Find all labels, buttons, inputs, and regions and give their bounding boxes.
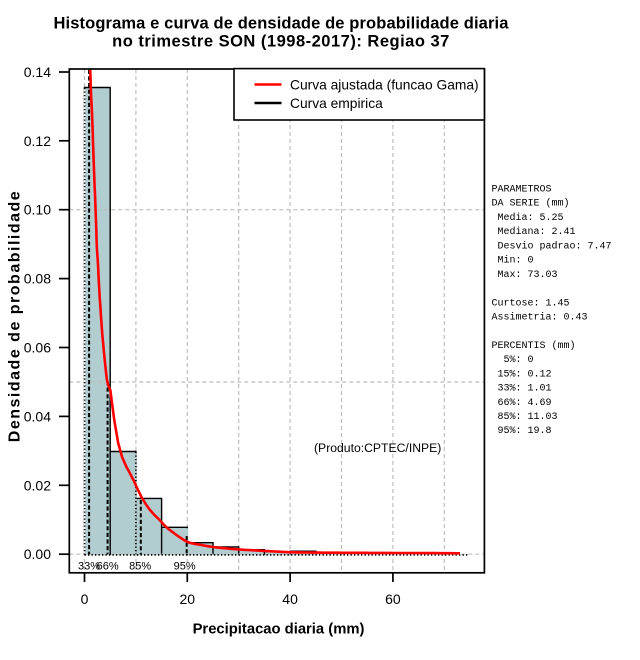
- svg-text:Precipitacao diaria (mm): Precipitacao diaria (mm): [193, 621, 365, 637]
- svg-text:33%: 33%: [78, 561, 100, 573]
- svg-text:0.04: 0.04: [24, 408, 51, 424]
- svg-text:Curtose: 1.45: Curtose: 1.45: [492, 298, 570, 309]
- svg-text:85%: 85%: [129, 561, 151, 573]
- svg-text:Assimetria: 0.43: Assimetria: 0.43: [492, 312, 588, 324]
- svg-text:Mediana: 2.41: Mediana: 2.41: [498, 226, 576, 238]
- svg-text:0.12: 0.12: [24, 133, 51, 149]
- svg-text:0: 0: [81, 591, 89, 607]
- svg-text:0.06: 0.06: [24, 340, 51, 356]
- svg-text:Min: 0: Min: 0: [498, 255, 534, 267]
- svg-text:60: 60: [385, 591, 401, 607]
- svg-text:Curva empirica: Curva empirica: [290, 96, 383, 111]
- svg-text:(Produto:CPTEC/INPE): (Produto:CPTEC/INPE): [314, 441, 441, 455]
- svg-text:0.10: 0.10: [24, 202, 51, 218]
- svg-text:15%: 0.12: 15%: 0.12: [498, 369, 552, 380]
- svg-text:0.08: 0.08: [24, 271, 51, 287]
- svg-text:Desvio padrao: 7.47: Desvio padrao: 7.47: [498, 240, 612, 252]
- svg-text:Histograma e curva de densidad: Histograma e curva de densidade de proba…: [54, 14, 510, 32]
- svg-text:Media: 5.25: Media: 5.25: [498, 212, 564, 224]
- svg-text:40: 40: [282, 591, 298, 607]
- svg-text:5%: 0: 5%: 0: [504, 355, 534, 366]
- svg-text:0.00: 0.00: [24, 546, 51, 562]
- svg-text:0.02: 0.02: [24, 477, 51, 493]
- svg-text:95%: 19.8: 95%: 19.8: [498, 426, 552, 437]
- svg-text:Max: 73.03: Max: 73.03: [498, 270, 558, 281]
- svg-text:PERCENTIS (mm): PERCENTIS (mm): [492, 340, 576, 352]
- svg-text:DA SERIE (mm): DA SERIE (mm): [492, 198, 570, 210]
- svg-text:95%: 95%: [174, 561, 196, 573]
- svg-text:20: 20: [180, 591, 196, 607]
- svg-text:33%: 1.01: 33%: 1.01: [498, 384, 552, 395]
- svg-text:no trimestre SON (1998-2017):: no trimestre SON (1998-2017): Regiao 37: [112, 32, 450, 50]
- svg-text:PARAMETROS: PARAMETROS: [492, 185, 552, 196]
- svg-text:0.14: 0.14: [24, 64, 51, 80]
- svg-text:66%: 66%: [97, 561, 119, 573]
- svg-text:66%: 4.69: 66%: 4.69: [498, 398, 552, 409]
- svg-text:85%: 11.03: 85%: 11.03: [498, 412, 558, 423]
- svg-text:Densidade de probabilidade: Densidade de probabilidade: [7, 190, 24, 442]
- svg-text:Curva ajustada (funcao Gama): Curva ajustada (funcao Gama): [290, 77, 479, 92]
